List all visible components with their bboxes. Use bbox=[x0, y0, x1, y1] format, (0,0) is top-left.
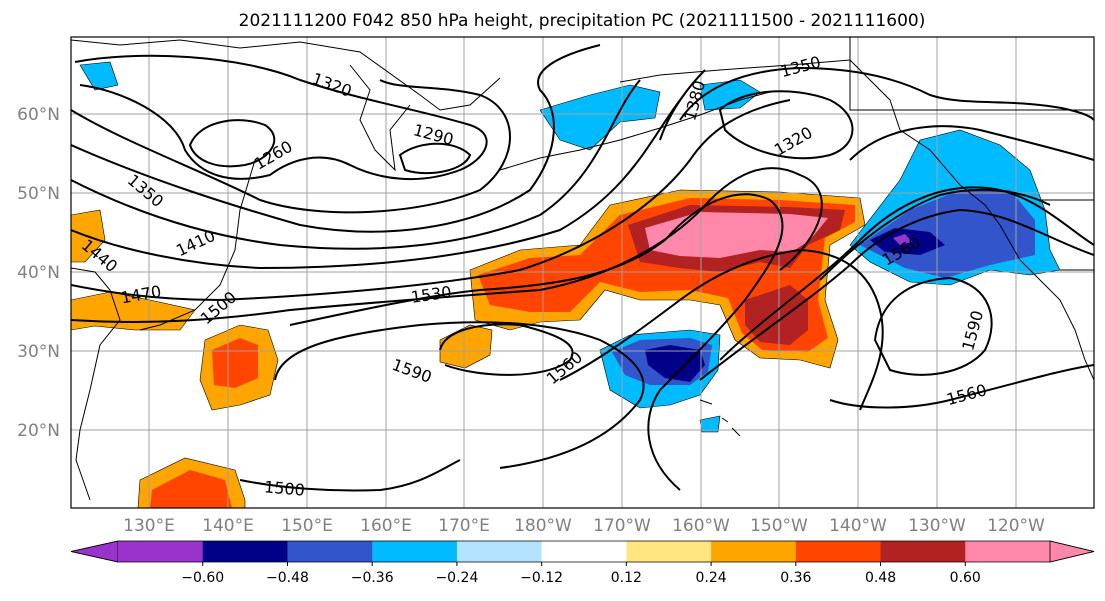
colorbar-tick-label: −0.12 bbox=[520, 570, 563, 586]
precip-positive-shading bbox=[71, 189, 866, 508]
pc-positive-hawaii-w bbox=[439, 324, 493, 369]
colorbar-bin bbox=[965, 541, 1051, 562]
colorbar-bin bbox=[287, 541, 373, 562]
colorbar-bin bbox=[541, 541, 627, 562]
lon-label: 160°W bbox=[672, 516, 730, 536]
pc-negative-nw bbox=[79, 61, 119, 91]
pc-positive-south-36 bbox=[150, 470, 232, 508]
contour-east-trough-3 bbox=[819, 188, 1051, 281]
colorbar-bin bbox=[372, 541, 458, 562]
colorbar-tick-label: −0.60 bbox=[181, 570, 224, 586]
colorbar bbox=[70, 540, 1095, 563]
colorbar-tick-label: 0.12 bbox=[611, 570, 642, 586]
colorbar-bin bbox=[880, 541, 966, 562]
colorbar-tick-label: −0.36 bbox=[351, 570, 394, 586]
colorbar-under-triangle bbox=[70, 540, 119, 563]
lat-label-20n: 20°N bbox=[17, 421, 60, 441]
colorbar-bin bbox=[456, 541, 543, 562]
contour-1440 bbox=[71, 99, 681, 270]
contour-1410 bbox=[71, 79, 641, 250]
lon-labels: 130°E 140°E 150°E 160°E 170°E 180°W 170°… bbox=[123, 516, 1045, 536]
colorbar-tick-label: 0.36 bbox=[780, 570, 811, 586]
contour-1560-se bbox=[829, 364, 1094, 409]
lat-label-40n: 40°N bbox=[17, 263, 60, 283]
contour-1500-south bbox=[239, 459, 461, 492]
colorbar-tick-label: 0.48 bbox=[865, 570, 896, 586]
colorbar-bin bbox=[202, 541, 288, 562]
pc-positive-east bbox=[745, 285, 808, 345]
colorbar-tick-label: −0.24 bbox=[435, 570, 478, 586]
coast-na-west bbox=[999, 224, 1094, 381]
coast-kamchatka bbox=[349, 64, 411, 172]
contour-1260 bbox=[188, 119, 276, 168]
contour-1470 bbox=[71, 99, 791, 302]
colorbar-outline bbox=[70, 540, 1095, 563]
colorbar-tick-label: −0.48 bbox=[266, 570, 309, 586]
lon-label: 140°W bbox=[829, 516, 887, 536]
colorbar-over-triangle bbox=[1049, 540, 1095, 563]
pc-negative-ne-36 bbox=[860, 190, 1035, 278]
colorbar-bin bbox=[626, 541, 712, 562]
graticule bbox=[71, 37, 1094, 508]
contour-label: 1500 bbox=[263, 477, 305, 499]
precip-negative-shading bbox=[79, 61, 1061, 433]
coastlines bbox=[71, 37, 1094, 501]
coast-border bbox=[849, 37, 1094, 271]
colorbar-bin bbox=[118, 541, 204, 562]
lon-label: 170°E bbox=[438, 516, 490, 536]
contour-1320-west bbox=[74, 54, 488, 180]
map-panel: 1320 1290 1260 1350 1410 1440 1470 1500 … bbox=[70, 36, 1095, 509]
lon-label: 120°W bbox=[987, 516, 1045, 536]
lon-label: 150°W bbox=[750, 516, 808, 536]
colorbar-bin bbox=[795, 541, 882, 562]
contour-1380-west bbox=[71, 44, 601, 233]
contour-1560-east bbox=[559, 248, 884, 411]
contour-1560-west bbox=[274, 321, 645, 469]
contour-1380-east bbox=[659, 69, 1094, 161]
contour-east-trough-1 bbox=[719, 186, 1094, 361]
lon-label: 130°W bbox=[908, 516, 966, 536]
coast-alaska bbox=[619, 59, 1001, 226]
contour-east-trough-2 bbox=[699, 208, 1094, 381]
lat-labels: 60°N 50°N 40°N 30°N 20°N bbox=[17, 105, 60, 441]
contour-1320-east bbox=[718, 90, 854, 160]
contour-1590-west bbox=[439, 323, 574, 376]
lat-label-30n: 30°N bbox=[17, 342, 60, 362]
contour-1590-east bbox=[873, 276, 993, 376]
contour-1350-west bbox=[71, 79, 511, 214]
colorbar-ticks: −0.60 −0.48 −0.36 −0.24 −0.12 0.12 0.24 0.36 0.4… bbox=[181, 562, 981, 586]
contour-1290 bbox=[398, 142, 472, 175]
colorbar-bin bbox=[711, 541, 797, 562]
pc-negative-bering bbox=[539, 84, 661, 151]
pc-negative-south-48 bbox=[645, 345, 705, 382]
map-title: 2021111200 F042 850 hPa height, precipit… bbox=[239, 11, 926, 31]
coast-aleutians bbox=[499, 91, 771, 171]
contour-1350-east bbox=[679, 66, 1094, 121]
lon-label: 180°W bbox=[514, 516, 572, 536]
coast-japan bbox=[139, 159, 256, 331]
map-frame bbox=[70, 36, 1095, 509]
contour-1530 bbox=[289, 193, 784, 491]
lat-label-60n: 60°N bbox=[17, 105, 60, 125]
coast-china bbox=[71, 267, 121, 501]
coast-hawaii bbox=[699, 399, 741, 437]
lon-label: 170°W bbox=[593, 516, 651, 536]
colorbar-tick-label: 0.60 bbox=[950, 570, 981, 586]
colorbar-tick-label: 0.24 bbox=[696, 570, 727, 586]
lon-label: 130°E bbox=[123, 516, 175, 536]
height-contours bbox=[71, 44, 1094, 492]
pc-negative-ne-60 bbox=[893, 234, 912, 245]
lat-label-50n: 50°N bbox=[17, 184, 60, 204]
lon-label: 150°E bbox=[281, 516, 333, 536]
lon-label: 160°E bbox=[360, 516, 412, 536]
lon-label: 140°E bbox=[202, 516, 254, 536]
coast-asia-north bbox=[71, 39, 501, 111]
